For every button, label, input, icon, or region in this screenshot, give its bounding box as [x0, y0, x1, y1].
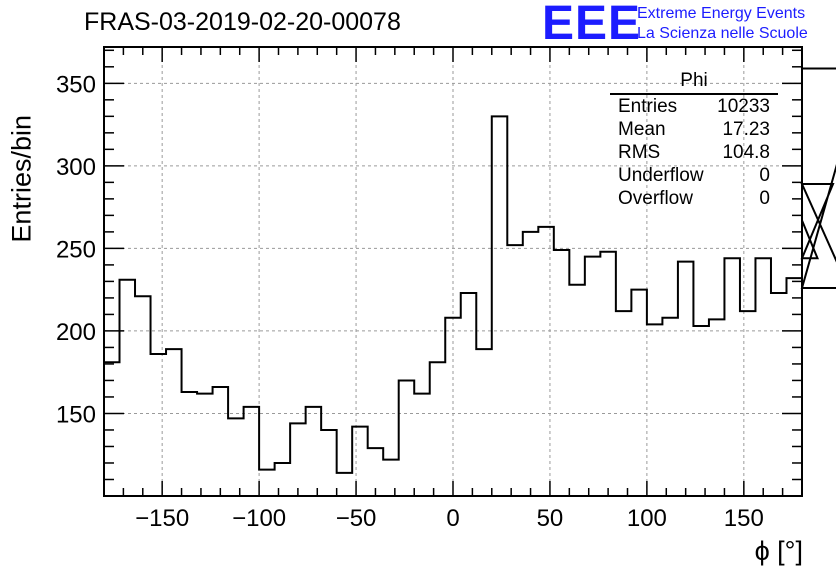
stats-title: Phi [610, 70, 778, 95]
stats-label: Overflow [618, 188, 693, 209]
stats-label: Mean [618, 119, 666, 140]
x-tick-label: −50 [336, 505, 377, 532]
y-tick-label: 200 [56, 319, 96, 346]
stats-row: Mean 17.23 [610, 118, 778, 141]
grid-lines [104, 47, 802, 496]
stats-row: Entries 10233 [610, 95, 778, 118]
x-tick-label: −150 [135, 505, 189, 532]
stats-value: 10233 [717, 96, 770, 117]
eee-logo: EEE [542, 0, 642, 50]
y-tick-label: 300 [56, 154, 96, 181]
stats-row: RMS 104.8 [610, 141, 778, 164]
x-tick-label: −100 [232, 505, 286, 532]
logo-line-1: Extreme Energy Events [637, 5, 806, 22]
plot-title: FRAS-03-2019-02-20-00078 [84, 8, 401, 36]
x-tick-label: 0 [446, 505, 459, 532]
y-tick-label: 350 [56, 71, 96, 98]
histogram-line [104, 67, 836, 474]
x-tick-label: 150 [724, 505, 764, 532]
stats-value: 104.8 [722, 142, 770, 163]
y-axis-label: Entries/bin [6, 115, 37, 243]
tick-labels: −150 −100 −50 0 50 100 150 150 200 250 300 350 [56, 71, 764, 532]
stats-row: Overflow 0 [610, 187, 778, 210]
stats-label: Underflow [618, 165, 704, 186]
x-tick-label: 100 [627, 505, 667, 532]
stats-row: Underflow 0 [610, 164, 778, 187]
stats-value: 0 [759, 188, 770, 209]
y-tick-label: 250 [56, 236, 96, 263]
y-tick-label: 150 [56, 401, 96, 428]
x-axis-label: ϕ [°] [754, 536, 803, 566]
stats-label: Entries [618, 96, 678, 117]
logo-line-2: La Scienza nelle Scuole [637, 25, 808, 42]
x-tick-label: 50 [537, 505, 564, 532]
stats-value: 0 [759, 165, 770, 186]
axis-ticks [103, 47, 803, 496]
stats-box: Phi Entries 10233 Mean 17.23 RMS 104.8 U… [610, 70, 778, 210]
stats-value: 17.23 [722, 119, 770, 140]
stats-label: RMS [618, 142, 661, 163]
